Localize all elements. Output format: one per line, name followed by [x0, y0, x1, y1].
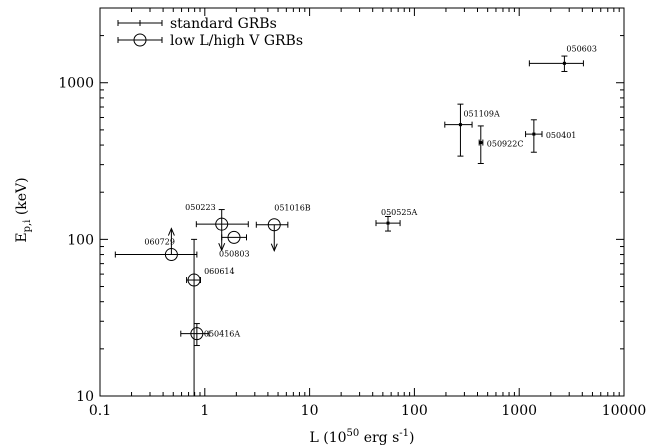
- x-tick-label: 100: [401, 403, 428, 419]
- circle-marker: [227, 230, 241, 244]
- x-tick-label: 1: [200, 403, 209, 419]
- point-label: 060614: [204, 267, 235, 276]
- circle-marker: [164, 248, 178, 262]
- circle-marker: [190, 327, 204, 341]
- legend-label: standard GRBs: [170, 16, 277, 32]
- legend-circle-marker: [133, 33, 147, 47]
- plot-frame: [99, 7, 625, 397]
- legend-entry: standard GRBs: [117, 16, 277, 32]
- data-point: 050603: [528, 44, 597, 72]
- data-point: 051016B: [255, 204, 311, 253]
- legend-entry: low L/high V GRBs: [117, 33, 303, 49]
- data-point: 060614: [186, 238, 235, 396]
- x-tick-label: 0.1: [89, 403, 111, 419]
- point-label: 050603: [566, 44, 597, 53]
- circle-marker: [187, 273, 201, 287]
- x-tick-label: 1000: [501, 403, 537, 419]
- data-point: 050416A: [180, 323, 241, 347]
- y-tick-label: 1000: [58, 76, 94, 92]
- cross-marker: [479, 141, 483, 145]
- cross-marker: [532, 132, 536, 136]
- legend-label: low L/high V GRBs: [170, 33, 303, 49]
- point-label: 050803: [219, 249, 250, 258]
- cross-marker: [386, 221, 390, 225]
- x-tick-label: 10000: [602, 403, 647, 419]
- data-point: 060729: [114, 227, 198, 262]
- data-point: 050922C: [477, 125, 524, 165]
- x-tick-label: 10: [301, 403, 319, 419]
- point-label: 060729: [144, 238, 175, 247]
- data-marks: 050603 051109A 050922C 050401 050525A 050223 0…: [114, 44, 597, 396]
- cross-marker: [458, 123, 462, 127]
- point-label: 051016B: [274, 204, 311, 213]
- axis-ticks: 0.1 1 10 100 1000 10000 10 100 1000: [58, 8, 646, 419]
- y-tick-label: 100: [67, 232, 94, 248]
- point-label: 050922C: [487, 140, 524, 149]
- upper-limit-arrow: [270, 243, 278, 253]
- data-point: 050401: [525, 119, 577, 153]
- data-point: 050223: [185, 203, 249, 252]
- x-axis-label: L (1050 erg s-1): [309, 428, 414, 446]
- cross-marker: [562, 61, 566, 65]
- circle-marker: [267, 218, 281, 232]
- point-label: 050401: [546, 131, 577, 140]
- data-point: 050525A: [375, 208, 418, 232]
- data-point: 051109A: [444, 103, 500, 157]
- point-label: 050416A: [204, 330, 241, 339]
- point-label: 051109A: [463, 110, 500, 119]
- point-label: 050223: [185, 203, 216, 212]
- y-tick-label: 10: [76, 389, 94, 405]
- point-label: 050525A: [381, 208, 418, 217]
- data-point: 050803: [219, 230, 250, 258]
- upper-limit-arrow: [218, 242, 226, 252]
- circle-marker: [215, 217, 229, 231]
- upper-limit-arrow: [167, 227, 175, 236]
- y-axis-label: Ep,i (keV): [14, 177, 33, 242]
